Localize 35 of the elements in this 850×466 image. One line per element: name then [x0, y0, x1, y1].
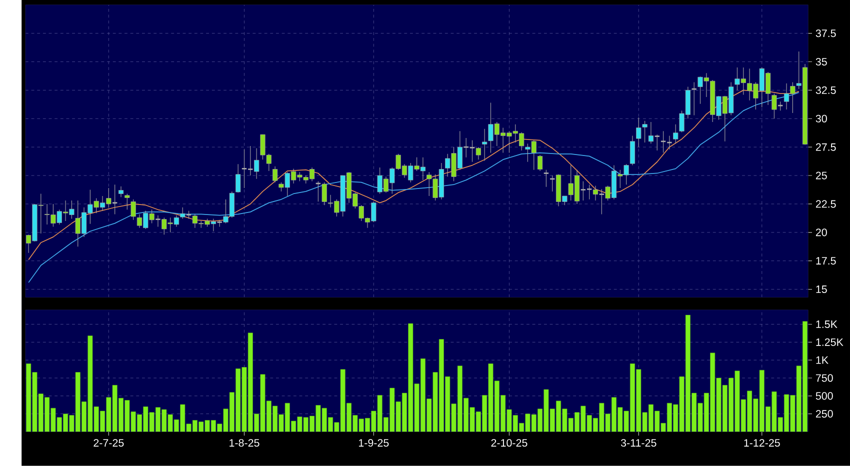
- y-tick-label: 250: [816, 410, 833, 418]
- candlestick: [538, 154, 543, 172]
- y-tick-label: 22.5: [816, 200, 836, 208]
- candlestick: [272, 166, 278, 183]
- x-tick-label: 1-8-25: [230, 439, 260, 447]
- candlestick: [636, 117, 642, 148]
- candlestick: [118, 186, 124, 198]
- candlestick: [124, 193, 130, 210]
- y-tick-label: 25: [816, 172, 827, 180]
- y-tick-label: 1.5K: [816, 320, 838, 328]
- x-tick-label: 1-12-25: [744, 439, 780, 447]
- y-tick-label: 35: [816, 58, 827, 66]
- y-tick-label: 37.5: [816, 30, 836, 38]
- y-tick-label: 1.25K: [816, 338, 844, 346]
- candlestick: [630, 135, 636, 166]
- y-tick-label: 27.5: [816, 143, 836, 151]
- candlestick: [642, 120, 648, 143]
- x-tick-label: 2-7-25: [94, 439, 124, 447]
- y-tick-label: 32.5: [816, 86, 836, 94]
- candlestick: [673, 124, 678, 144]
- candlestick: [660, 130, 666, 154]
- y-tick-label: 17.5: [816, 257, 836, 265]
- y-tick-label: 500: [816, 392, 833, 400]
- candlestick: [482, 128, 488, 162]
- x-tick-label: 2-10-25: [491, 439, 528, 447]
- x-tick-label: 1-9-25: [358, 439, 389, 447]
- y-tick-label: 750: [816, 374, 833, 382]
- candlestick: [543, 170, 550, 188]
- y-tick-label: 30: [816, 114, 827, 122]
- y-tick-label: 20: [816, 228, 827, 236]
- y-tick-label: 1K: [816, 356, 828, 364]
- candlestick: [236, 164, 241, 193]
- candlestick: [130, 199, 136, 220]
- x-tick-label: 3-11-25: [620, 439, 656, 447]
- y-tick-label: 15: [816, 286, 827, 294]
